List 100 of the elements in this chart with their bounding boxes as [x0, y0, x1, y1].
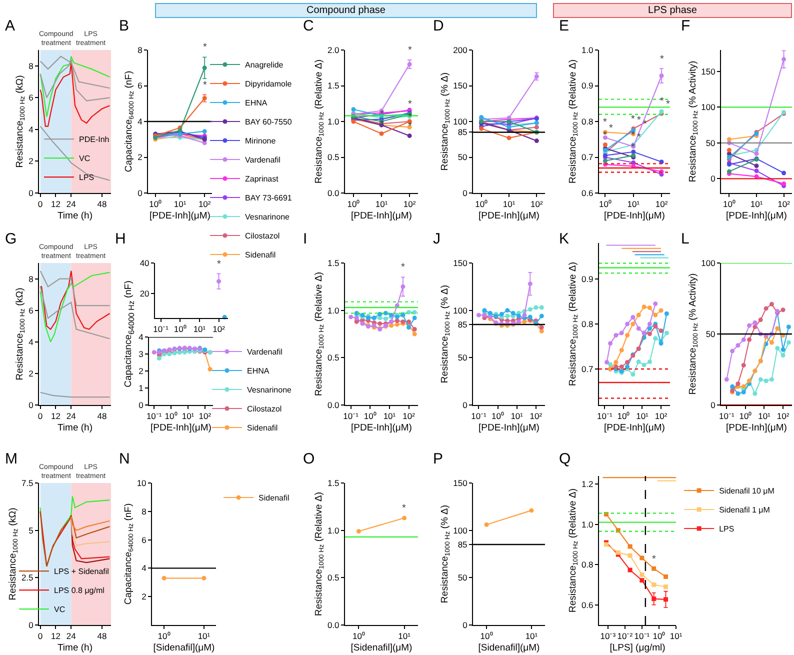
x-tick-label: 10² — [655, 199, 668, 210]
y-tick-label: 85 — [458, 127, 468, 138]
x-axis-title: [Sidenafil](μM) — [350, 642, 412, 654]
point — [664, 330, 669, 336]
y-tick-label: 1.5 — [327, 80, 340, 91]
point — [652, 582, 656, 587]
x-tick-label: 10⁰ — [364, 411, 376, 422]
point — [782, 170, 786, 176]
chart-title: J — [433, 230, 440, 248]
annotation: * — [603, 130, 607, 141]
y-tick-label: 0 — [710, 174, 716, 184]
y-tick-label: 7.5 — [21, 478, 34, 488]
y-tick-label: 0.0 — [327, 188, 340, 198]
point — [752, 391, 758, 396]
annotation: * — [408, 121, 412, 132]
point — [775, 346, 780, 350]
point — [394, 318, 400, 323]
point — [741, 362, 746, 368]
annotation: * — [203, 80, 207, 91]
point — [636, 312, 641, 318]
x-tick-label: 10⁻² — [617, 631, 633, 642]
x-tick-label: 10⁻¹ — [719, 411, 734, 422]
x-tick-label: 48 — [97, 411, 107, 422]
y-tick-label: 6 — [142, 534, 147, 545]
x-tick-label: 10⁻¹ — [153, 324, 169, 334]
y-tick-label: 0.9 — [581, 274, 594, 284]
legend-label: Sidenafil — [258, 494, 290, 503]
point — [528, 314, 532, 320]
line-series — [40, 56, 110, 118]
point — [754, 168, 759, 174]
legend-label: Sidenafil — [245, 250, 276, 260]
x-tick-label: 10² — [403, 199, 416, 210]
x-tick-label: 10² — [198, 411, 212, 422]
x-tick-label: 10⁰ — [347, 199, 360, 210]
chart-title: O — [303, 450, 315, 468]
y-tick-label: 85 — [458, 320, 468, 330]
x-tick-label: 12 — [50, 199, 61, 210]
chart-title: K — [559, 230, 570, 248]
point — [499, 312, 504, 316]
x-axis-title: [PDE-Inh](μM) — [351, 210, 412, 222]
point — [379, 131, 384, 136]
chart-title: Q — [559, 450, 571, 468]
y-tick-label: 0.6 — [581, 188, 594, 198]
y-tick-label: 1.2 — [581, 479, 594, 490]
point — [786, 340, 791, 345]
line-series — [40, 510, 110, 567]
legend-label: BAY 73-6691 — [245, 194, 292, 203]
x-axis-title: Time (h) — [57, 642, 93, 654]
point — [608, 362, 613, 367]
legend-label: Anagrelide — [245, 60, 284, 70]
x-axis-title: Time (h) — [57, 422, 93, 434]
point — [506, 136, 512, 140]
y-tick-label: 50 — [706, 328, 716, 339]
x-tick-label: 10¹ — [198, 631, 210, 642]
y-tick-label: 2.0 — [327, 44, 340, 55]
chart-title: I — [303, 230, 308, 248]
point — [406, 325, 412, 330]
x-axis-title: [PDE-Inh](μM) — [150, 422, 212, 434]
point — [202, 129, 207, 134]
y-tick-label: 4 — [138, 332, 144, 342]
point — [769, 302, 774, 306]
point — [764, 306, 768, 311]
x-axis-title: [Sidenafil](μM) — [478, 642, 540, 654]
annotation: * — [637, 115, 641, 126]
point — [754, 164, 759, 168]
y-tick-label: 5 — [28, 525, 34, 536]
x-tick-label: 10¹ — [750, 199, 763, 210]
point — [619, 364, 624, 369]
point — [640, 556, 644, 560]
point — [747, 337, 752, 342]
legend-label: Vardenafil — [245, 156, 281, 165]
annotation: * — [660, 54, 664, 65]
x-tick-label: 10⁰ — [739, 411, 752, 422]
y-tick-label: 1.5 — [327, 478, 340, 488]
chart-title: M — [5, 450, 18, 468]
y-tick-label: 0 — [138, 188, 143, 198]
y-tick-label: 100 — [453, 305, 468, 316]
annotation: * — [408, 112, 412, 123]
point — [653, 312, 658, 318]
chart-subtitle: Compound phase — [155, 3, 537, 18]
y-tick-label: 0.5 — [327, 152, 340, 162]
chart-title: B — [119, 18, 130, 34]
line-series — [40, 62, 110, 127]
x-tick-label: 10² — [212, 324, 226, 334]
x-tick-label: 10⁰ — [174, 324, 186, 334]
x-tick-label: 10¹ — [182, 411, 194, 422]
point — [769, 377, 774, 382]
x-tick-label: 10¹ — [193, 324, 206, 334]
x-tick-label: 10⁻¹ — [343, 411, 359, 422]
x-tick-label: 10⁰ — [475, 199, 488, 210]
legend-label: EHNA — [245, 98, 268, 108]
chart-title: L — [681, 230, 690, 248]
x-tick-label: 10¹ — [636, 411, 649, 422]
annotation: * — [401, 262, 405, 273]
point — [614, 360, 618, 364]
x-tick-label: 10⁰ — [158, 631, 170, 642]
legend-label: Cilostazol — [245, 232, 280, 241]
point — [775, 326, 780, 331]
y-tick-label: 150 — [453, 478, 468, 488]
y-tick-label: 50 — [458, 152, 468, 162]
